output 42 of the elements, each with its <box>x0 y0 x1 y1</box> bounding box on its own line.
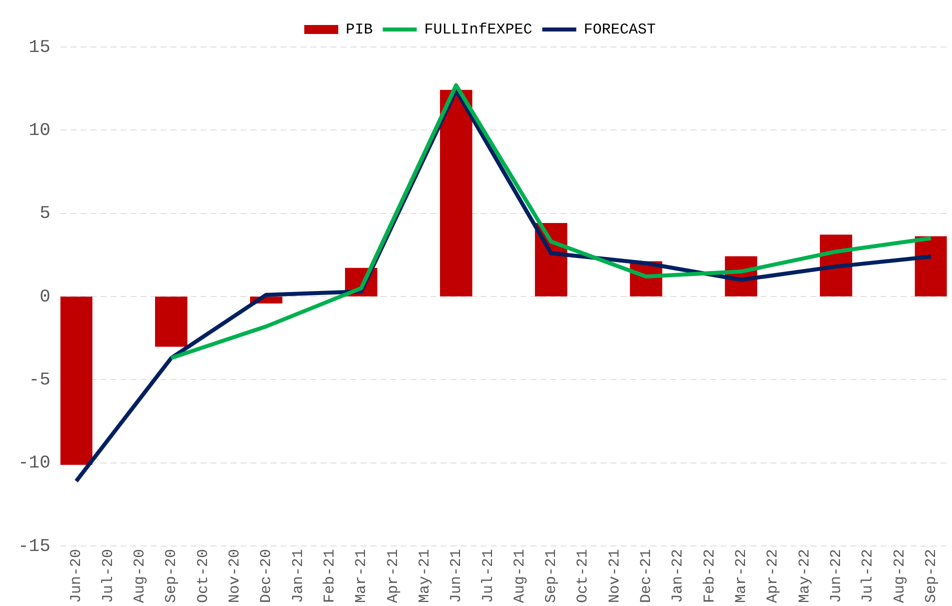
x-tick-label: Apr-22 <box>764 548 782 604</box>
x-tick-label: Jul-20 <box>100 548 117 604</box>
y-tick-label: -5 <box>28 370 50 390</box>
x-tick-label: Dec-20 <box>258 548 276 604</box>
x-tick-label: Aug-20 <box>132 548 149 604</box>
x-tick-label: Nov-20 <box>226 548 244 604</box>
x-tick-label: May-22 <box>796 548 814 604</box>
legend-label: FORECAST <box>584 21 656 38</box>
x-tick-label: Aug-21 <box>511 548 528 604</box>
bar <box>155 296 188 347</box>
x-tick-label: Jun-22 <box>828 548 845 604</box>
bar <box>440 90 472 296</box>
x-tick-label: Jun-21 <box>448 548 466 604</box>
x-tick-label: Apr-21 <box>384 548 402 604</box>
x-tick-label: Jan-22 <box>670 548 687 604</box>
x-tick-label: Jul-21 <box>480 548 497 604</box>
y-tick-label: -10 <box>18 454 50 474</box>
x-tick-label: Feb-21 <box>321 548 338 604</box>
legend-label: PIB <box>346 21 373 38</box>
x-tick-label: Dec-21 <box>638 548 656 604</box>
y-tick-label: 10 <box>28 120 50 141</box>
x-tick-label: Jan-21 <box>290 548 307 604</box>
x-tick-label: Sep-20 <box>163 548 180 604</box>
x-tick-label: Oct-20 <box>194 548 212 604</box>
x-tick-label: Feb-22 <box>701 548 718 604</box>
legend-label: FULLInfEXPEC <box>424 21 532 38</box>
bar <box>914 236 947 296</box>
y-tick-label: 5 <box>40 204 50 224</box>
y-tick-label: 0 <box>40 287 50 308</box>
x-tick-label: Mar-21 <box>353 548 370 604</box>
x-tick-label: Oct-21 <box>574 548 592 604</box>
y-tick-label: -15 <box>18 536 50 557</box>
x-tick-label: Sep-22 <box>922 548 940 604</box>
y-tick-label: 15 <box>28 38 50 58</box>
x-tick-label: Sep-21 <box>543 548 560 604</box>
x-tick-label: May-21 <box>416 548 434 604</box>
x-tick-label: Jul-22 <box>860 548 877 604</box>
bar <box>60 296 92 465</box>
x-tick-label: Mar-22 <box>733 548 750 604</box>
x-tick-label: Nov-21 <box>606 548 624 604</box>
x-tick-label: Jun-20 <box>68 548 86 604</box>
x-tick-label: Aug-22 <box>891 548 908 604</box>
